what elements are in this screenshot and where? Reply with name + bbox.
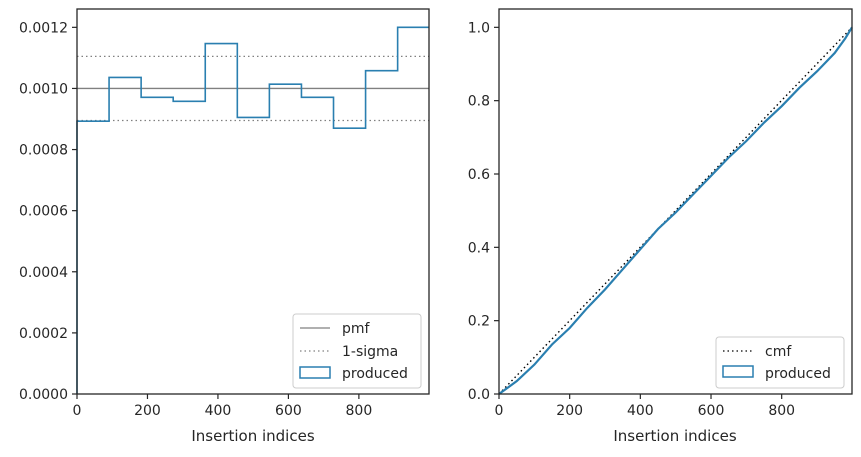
y-tick-label: 0.0008 <box>19 143 68 159</box>
y-tick-label: 0.8 <box>468 94 490 110</box>
x-tick-label: 400 <box>627 403 654 419</box>
cmf-line <box>498 26 853 395</box>
y-tick-label: 0.2 <box>468 314 490 330</box>
x-tick-label: 600 <box>698 403 725 419</box>
y-tick-label: 1.0 <box>468 20 490 36</box>
legend-produced-label: produced <box>342 366 408 382</box>
pmf-chart: 0 200 400 600 800 0.00000.00020.00040.00060.… <box>19 8 430 445</box>
legend-produced-swatch <box>299 366 331 379</box>
x-axis-label: Insertion indices <box>191 427 314 445</box>
plot-area <box>499 9 852 394</box>
x-axis-label: Insertion indices <box>613 427 736 445</box>
produced-line <box>498 26 853 395</box>
y-tick-label: 0.0004 <box>19 265 68 281</box>
x-tick-label: 0 <box>495 403 504 419</box>
x-tick-label: 400 <box>205 403 232 419</box>
y-ticks: 0.0 0.2 0.4 0.6 0.8 1.0 <box>468 20 499 403</box>
produced-step-line <box>76 26 429 394</box>
legend: cmf produced <box>715 336 845 389</box>
legend-pmf-label: pmf <box>342 321 371 337</box>
x-tick-label: 200 <box>556 403 583 419</box>
plot-frame <box>498 8 853 395</box>
legend: pmf 1-sigma produced <box>292 313 422 389</box>
x-tick-label: 800 <box>346 403 373 419</box>
y-tick-label: 0.0000 <box>19 387 68 403</box>
x-ticks: 0 200 400 600 800 <box>73 394 373 419</box>
y-tick-label: 0.4 <box>468 240 490 256</box>
series-layer <box>76 26 429 394</box>
x-tick-label: 800 <box>768 403 795 419</box>
x-tick-label: 0 <box>73 403 82 419</box>
y-tick-label: 0.6 <box>468 167 490 183</box>
reference-lines <box>77 55 429 122</box>
y-tick-label: 0.0006 <box>19 204 68 220</box>
legend-produced-label: produced <box>765 366 831 382</box>
y-ticks: 0.0000 0.0002 0.0004 0.0006 0.0008 0.0010 0.00… <box>19 20 77 403</box>
legend-sigma-label: 1-sigma <box>342 344 398 360</box>
y-tick-label: 0.0 <box>468 387 490 403</box>
legend-produced-swatch <box>722 365 754 378</box>
legend-cmf-label: cmf <box>765 344 792 360</box>
x-ticks: 0 200 400 600 800 <box>495 394 795 419</box>
cmf-chart: 0 200 400 600 800 0.0 0.2 0.4 0.6 0.8 1.0 Inserti… <box>468 8 853 445</box>
legend-box <box>292 313 422 389</box>
series-layer <box>498 26 853 395</box>
y-tick-label: 0.0012 <box>19 20 68 36</box>
y-tick-label: 0.0002 <box>19 326 68 342</box>
legend-box <box>715 336 845 389</box>
x-tick-label: 200 <box>134 403 161 419</box>
plot-frame <box>76 8 430 395</box>
y-tick-label: 0.0010 <box>19 81 68 97</box>
x-tick-label: 600 <box>275 403 302 419</box>
